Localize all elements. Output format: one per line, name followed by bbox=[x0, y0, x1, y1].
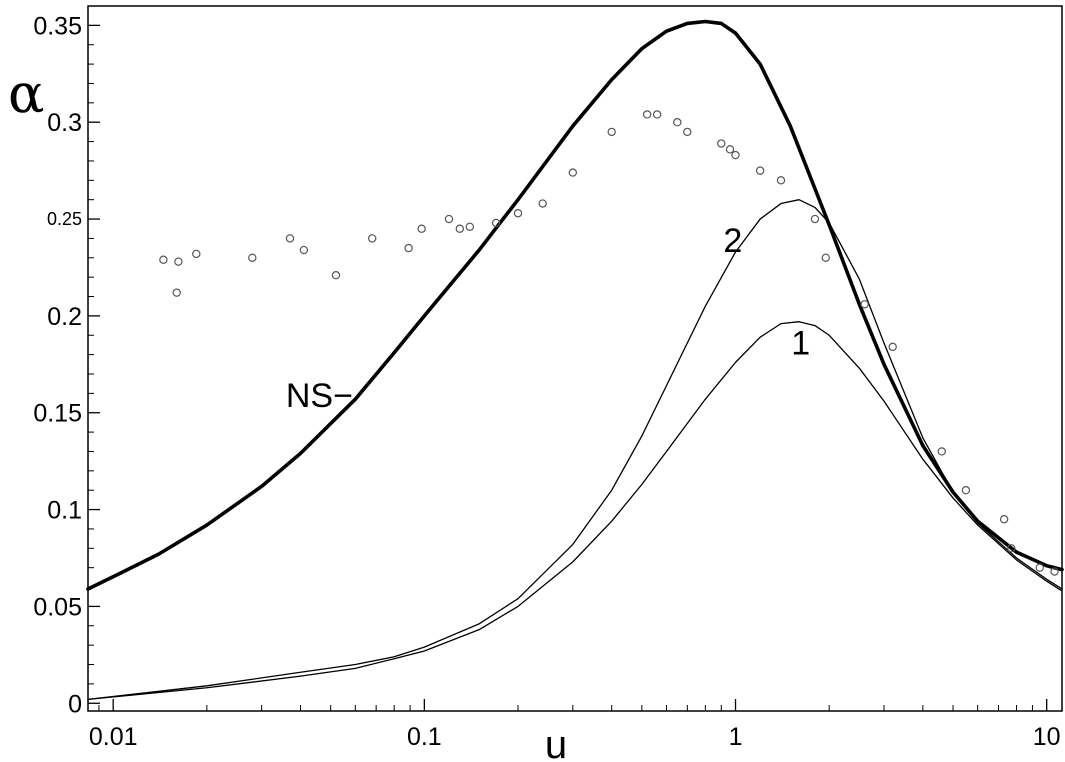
data-point bbox=[1050, 567, 1059, 576]
curve-label: NS− bbox=[286, 377, 353, 415]
data-point bbox=[404, 243, 413, 253]
data-point bbox=[725, 145, 735, 154]
data-point bbox=[455, 224, 465, 233]
data-point bbox=[642, 110, 652, 119]
data-point bbox=[172, 288, 181, 297]
y-tick-label: 0.25 bbox=[47, 209, 82, 229]
data-point bbox=[192, 249, 201, 259]
data-point bbox=[731, 150, 740, 160]
y-tick-label: 0.2 bbox=[47, 303, 82, 331]
curve-label: 1 bbox=[791, 325, 810, 363]
data-point bbox=[860, 300, 869, 309]
data-point bbox=[331, 271, 341, 280]
data-point bbox=[821, 253, 830, 262]
series-line-1 bbox=[86, 19, 1064, 591]
data-point bbox=[755, 166, 765, 175]
x-axis-label: u bbox=[545, 723, 567, 762]
data-point bbox=[683, 127, 692, 137]
x-tick-label: 10 bbox=[1033, 723, 1061, 751]
y-tick-label: 0.15 bbox=[33, 400, 82, 428]
data-point bbox=[652, 110, 662, 119]
annotations: NS− 2 1 bbox=[286, 222, 810, 415]
x-tick-label: 0.1 bbox=[407, 723, 442, 751]
data-point bbox=[673, 118, 682, 127]
data-point bbox=[888, 342, 897, 352]
data-point bbox=[159, 255, 168, 264]
data-point bbox=[417, 224, 426, 233]
y-tick-label: 0.3 bbox=[47, 109, 82, 137]
y-tick-label: 0.35 bbox=[33, 12, 82, 40]
x-tick-label: 1 bbox=[729, 723, 743, 751]
y-axis: 0 0.05 0.1 0.15 0.2 0.25 0.3 0.35 bbox=[33, 5, 100, 718]
curve-label: 2 bbox=[723, 222, 742, 260]
x-tick-label: 0.01 bbox=[89, 723, 138, 751]
data-point bbox=[961, 486, 971, 495]
plot-area bbox=[86, 19, 1064, 701]
data-point bbox=[299, 245, 309, 255]
data-point bbox=[999, 515, 1009, 524]
series-line-3 bbox=[87, 321, 1063, 701]
data-point bbox=[568, 168, 578, 177]
data-point bbox=[1007, 544, 1016, 553]
data-point bbox=[174, 257, 183, 266]
data-point bbox=[248, 253, 257, 262]
data-point bbox=[465, 222, 475, 231]
data-point bbox=[717, 139, 726, 148]
y-tick-label: 0.1 bbox=[47, 497, 82, 525]
data-point bbox=[285, 234, 295, 243]
plot-frame bbox=[87, 5, 1063, 712]
y-axis-label: α bbox=[8, 62, 44, 125]
data-point bbox=[491, 218, 501, 228]
x-axis: 0.01 0.1 1 10 bbox=[89, 699, 1061, 751]
data-point bbox=[937, 447, 946, 456]
data-point bbox=[776, 176, 786, 185]
y-tick-label: 0 bbox=[68, 690, 82, 718]
data-point bbox=[607, 127, 616, 137]
data-point bbox=[444, 214, 454, 224]
data-point bbox=[513, 209, 523, 218]
data-point bbox=[810, 214, 820, 224]
data-point bbox=[368, 234, 377, 243]
data-point bbox=[538, 199, 547, 208]
y-tick-label: 0.05 bbox=[33, 593, 82, 621]
data-point bbox=[1035, 563, 1044, 572]
series-line-2 bbox=[87, 199, 1063, 701]
